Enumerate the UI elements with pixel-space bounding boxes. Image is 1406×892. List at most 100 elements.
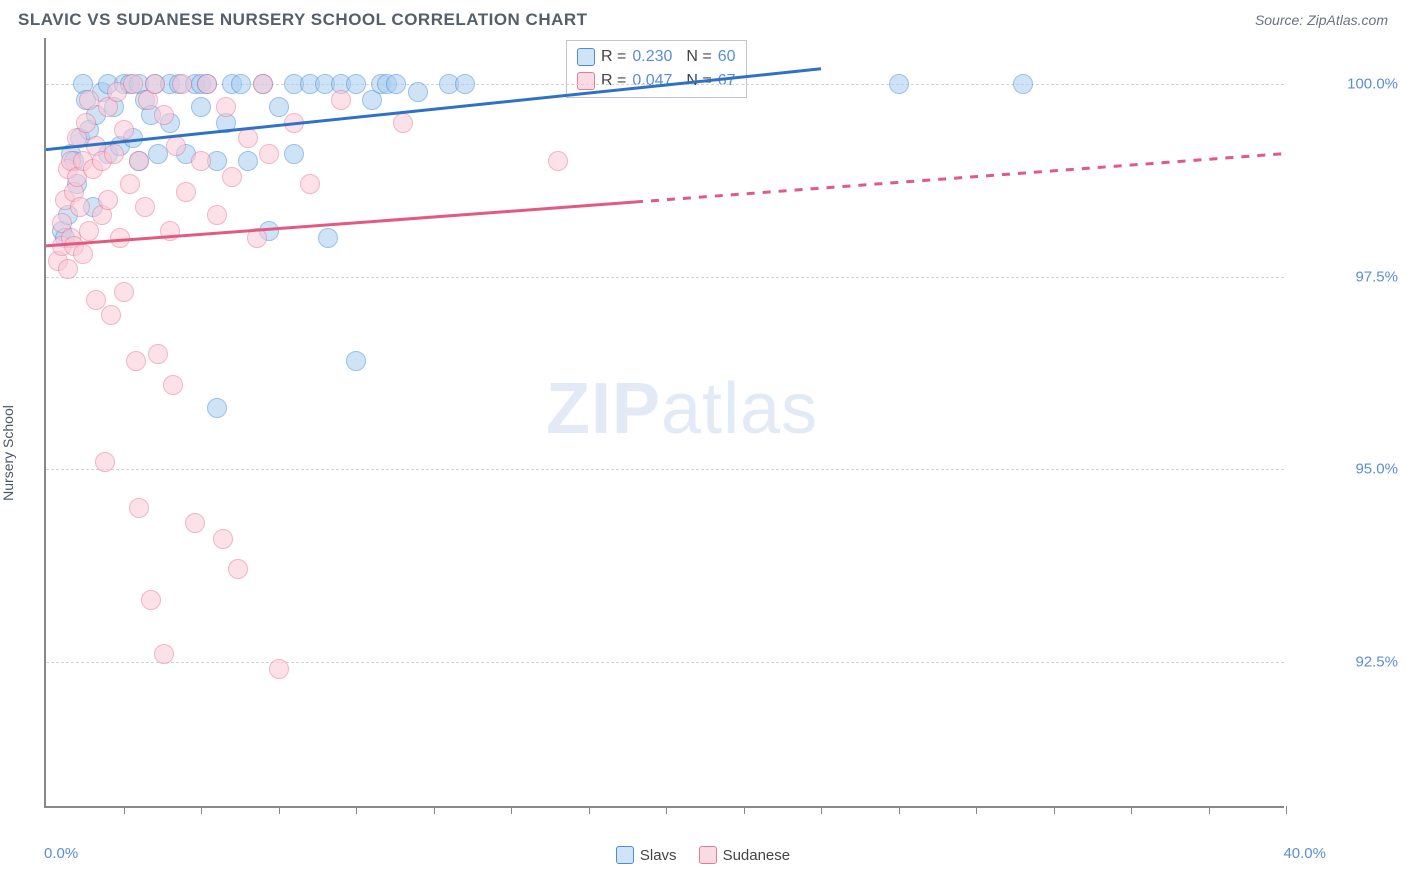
x-tick xyxy=(356,806,357,814)
data-point xyxy=(148,144,168,164)
y-tick-label: 97.5% xyxy=(1355,268,1398,285)
x-tick xyxy=(201,806,202,814)
legend-item-slavs: Slavs xyxy=(616,846,677,864)
data-point xyxy=(284,113,304,133)
data-point xyxy=(548,151,568,171)
x-tick xyxy=(1286,806,1287,814)
swatch-slavs-icon xyxy=(616,846,634,864)
swatch-sudanese-icon xyxy=(577,72,595,90)
data-point xyxy=(114,282,134,302)
data-point xyxy=(284,144,304,164)
data-point xyxy=(231,74,251,94)
x-tick xyxy=(1209,806,1210,814)
data-point xyxy=(154,644,174,664)
data-point xyxy=(247,228,267,248)
x-tick xyxy=(434,806,435,814)
data-point xyxy=(393,113,413,133)
x-tick xyxy=(589,806,590,814)
data-point xyxy=(191,151,211,171)
data-point xyxy=(141,590,161,610)
data-point xyxy=(120,174,140,194)
data-point xyxy=(98,190,118,210)
plot-region: ZIPatlas R = 0.230 N = 60 R = 0.047 N = … xyxy=(44,38,1284,808)
data-point xyxy=(172,74,192,94)
data-point xyxy=(104,144,124,164)
data-point xyxy=(160,221,180,241)
data-point xyxy=(253,74,273,94)
series-legend: Slavs Sudanese xyxy=(0,846,1406,864)
x-tick xyxy=(279,806,280,814)
legend-item-sudanese: Sudanese xyxy=(699,846,791,864)
data-point xyxy=(148,344,168,364)
swatch-sudanese-icon xyxy=(699,846,717,864)
stats-legend: R = 0.230 N = 60 R = 0.047 N = 67 xyxy=(566,40,747,98)
data-point xyxy=(101,305,121,325)
data-point xyxy=(73,244,93,264)
data-point xyxy=(455,74,475,94)
y-tick-label: 95.0% xyxy=(1355,461,1398,478)
data-point xyxy=(76,113,96,133)
data-point xyxy=(331,90,351,110)
data-point xyxy=(386,74,406,94)
data-point xyxy=(222,167,242,187)
trendlines xyxy=(46,38,1286,808)
chart-area: Nursery School ZIPatlas R = 0.230 N = 60… xyxy=(0,38,1406,868)
data-point xyxy=(1013,74,1033,94)
x-tick xyxy=(511,806,512,814)
data-point xyxy=(110,228,130,248)
data-point xyxy=(129,151,149,171)
data-point xyxy=(207,398,227,418)
data-point xyxy=(185,513,205,533)
data-point xyxy=(163,375,183,395)
data-point xyxy=(238,151,258,171)
data-point xyxy=(86,290,106,310)
data-point xyxy=(123,74,143,94)
data-point xyxy=(95,452,115,472)
gridline xyxy=(46,662,1284,663)
data-point xyxy=(238,128,258,148)
y-tick-label: 100.0% xyxy=(1347,76,1398,93)
data-point xyxy=(300,174,320,194)
data-point xyxy=(126,351,146,371)
x-tick xyxy=(744,806,745,814)
data-point xyxy=(318,228,338,248)
stats-row-slavs: R = 0.230 N = 60 xyxy=(577,45,736,69)
data-point xyxy=(346,74,366,94)
data-point xyxy=(135,197,155,217)
x-tick xyxy=(899,806,900,814)
x-tick xyxy=(124,806,125,814)
x-tick xyxy=(666,806,667,814)
data-point xyxy=(889,74,909,94)
swatch-slavs-icon xyxy=(577,48,595,66)
data-point xyxy=(269,659,289,679)
y-axis-label: Nursery School xyxy=(0,405,16,501)
watermark: ZIPatlas xyxy=(546,368,818,450)
data-point xyxy=(197,74,217,94)
data-point xyxy=(70,197,90,217)
data-point xyxy=(216,97,236,117)
y-tick-label: 92.5% xyxy=(1355,653,1398,670)
data-point xyxy=(129,498,149,518)
data-point xyxy=(207,205,227,225)
data-point xyxy=(79,90,99,110)
gridline xyxy=(46,277,1284,278)
x-tick xyxy=(976,806,977,814)
data-point xyxy=(145,74,165,94)
data-point xyxy=(228,559,248,579)
data-point xyxy=(346,351,366,371)
data-point xyxy=(191,97,211,117)
data-point xyxy=(408,82,428,102)
data-point xyxy=(176,182,196,202)
x-tick xyxy=(821,806,822,814)
data-point xyxy=(269,97,289,117)
data-point xyxy=(114,120,134,140)
data-point xyxy=(213,529,233,549)
data-point xyxy=(259,144,279,164)
stats-row-sudanese: R = 0.047 N = 67 xyxy=(577,69,736,93)
x-tick xyxy=(1054,806,1055,814)
chart-title: SLAVIC VS SUDANESE NURSERY SCHOOL CORREL… xyxy=(18,10,588,30)
data-point xyxy=(154,105,174,125)
gridline xyxy=(46,469,1284,470)
data-point xyxy=(166,136,186,156)
x-tick xyxy=(1131,806,1132,814)
